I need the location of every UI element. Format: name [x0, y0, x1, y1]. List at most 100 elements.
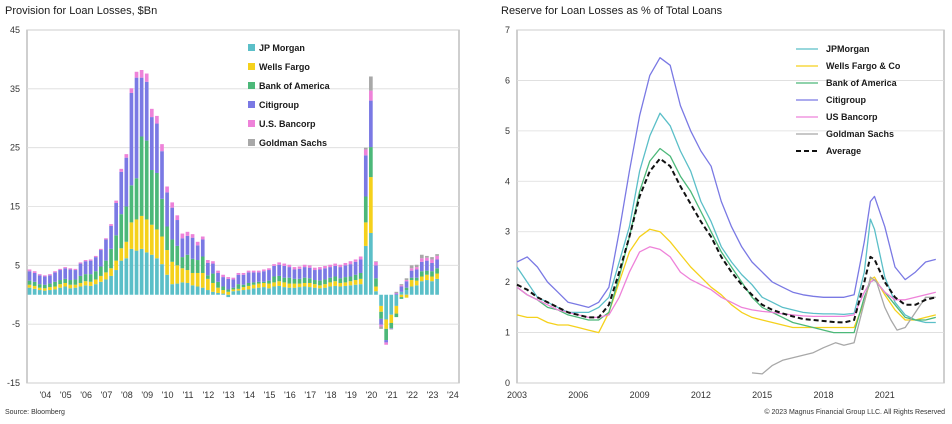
legend-label: Citigroup	[259, 100, 299, 110]
bar-segment	[73, 279, 78, 285]
bar-segment	[348, 276, 353, 282]
bar-segment	[195, 260, 200, 273]
bar-segment	[404, 294, 409, 298]
bar-segment	[333, 281, 338, 286]
x-tick-label: '12	[203, 390, 215, 400]
bar-segment	[88, 281, 93, 286]
bar-segment	[241, 287, 246, 291]
legend-swatch	[248, 139, 255, 146]
bar-segment	[425, 270, 429, 275]
bar-segment	[200, 239, 205, 257]
legend-label: Wells Fargo	[259, 62, 310, 72]
bar-segment	[68, 280, 73, 285]
bar-segment	[185, 282, 190, 295]
bar-segment	[206, 262, 210, 276]
y-tick-label: 7	[505, 25, 510, 35]
legend-swatch	[248, 82, 255, 89]
bar-segment	[358, 278, 363, 285]
legend-label: Goldman Sachs	[259, 138, 327, 148]
bar-segment	[277, 264, 282, 276]
left-chart-title: Provision for Loan Losses, $Bn	[5, 5, 158, 17]
bar-segment	[160, 151, 164, 199]
x-tick-label: '13	[223, 390, 235, 400]
y-tick-label: 45	[10, 25, 20, 35]
bar-segment	[32, 272, 37, 282]
bar-segment	[27, 284, 32, 288]
bar-segment	[353, 259, 358, 262]
bar-segment	[27, 269, 32, 272]
bar-segment	[363, 149, 368, 156]
bar-segment	[358, 256, 363, 260]
bar-segment	[282, 277, 287, 283]
bar-segment	[155, 115, 159, 124]
bar-segment	[78, 282, 83, 287]
bar-segment	[109, 268, 113, 276]
bar-segment	[221, 277, 225, 287]
bar-segment	[170, 202, 175, 208]
bar-segment	[104, 239, 108, 261]
legend-label: Citigroup	[826, 95, 866, 105]
bar-segment	[302, 267, 307, 278]
bar-segment	[399, 297, 404, 299]
x-tick-label: '06	[80, 390, 92, 400]
bar-segment	[99, 275, 103, 282]
bar-segment	[333, 263, 338, 266]
bar-segment	[37, 284, 42, 288]
bar-segment	[109, 248, 113, 269]
bar-segment	[88, 285, 93, 295]
series-line	[751, 276, 936, 375]
bar-segment	[42, 276, 47, 285]
bar-segment	[414, 269, 419, 278]
y-tick-label: 3	[505, 227, 510, 237]
bar-segment	[404, 287, 409, 291]
bar-segment	[287, 267, 292, 278]
bar-segment	[104, 272, 108, 280]
bar-segment	[389, 322, 394, 329]
bar-segment	[262, 287, 266, 295]
bar-segment	[343, 282, 348, 286]
bar-segment	[48, 275, 52, 284]
bar-segment	[68, 284, 73, 289]
bar-segment	[170, 207, 175, 240]
bar-segment	[200, 287, 205, 295]
x-tick-label: '18	[325, 390, 337, 400]
bar-segment	[333, 285, 338, 295]
bar-segment	[404, 278, 409, 281]
bar-segment	[369, 147, 373, 178]
bar-segment	[226, 278, 231, 290]
right-chart-title: Reserve for Loan Losses as % of Total Lo…	[501, 5, 723, 17]
bar-segment	[99, 266, 103, 276]
bar-segment	[307, 265, 312, 268]
bar-segment	[119, 260, 124, 295]
bar-segment	[185, 231, 190, 236]
bar-segment	[358, 259, 363, 273]
bar-segment	[149, 254, 154, 295]
bar-segment	[430, 271, 434, 277]
bar-segment	[409, 277, 414, 281]
bar-segment	[73, 284, 78, 288]
bar-segment	[307, 267, 312, 279]
bar-segment	[384, 328, 388, 341]
bar-segment	[282, 287, 287, 295]
bar-segment	[216, 292, 220, 295]
bar-segment	[272, 276, 276, 283]
bar-segment	[42, 275, 47, 277]
bar-segment	[251, 282, 256, 285]
bar-segment	[241, 272, 246, 275]
bar-segment	[68, 269, 73, 281]
bar-segment	[409, 286, 414, 295]
bar-segment	[68, 288, 73, 295]
bar-segment	[318, 280, 322, 286]
legend-label: US Bancorp	[826, 112, 878, 122]
bar-segment	[165, 192, 169, 227]
bar-segment	[262, 269, 266, 272]
bar-segment	[93, 257, 98, 272]
bar-segment	[435, 255, 439, 260]
bar-segment	[430, 259, 434, 263]
bar-segment	[287, 287, 292, 295]
bar-segment	[267, 288, 271, 295]
bar-segment	[338, 286, 343, 295]
bar-segment	[160, 236, 164, 265]
bar-segment	[246, 282, 251, 286]
bar-segment	[425, 274, 429, 281]
